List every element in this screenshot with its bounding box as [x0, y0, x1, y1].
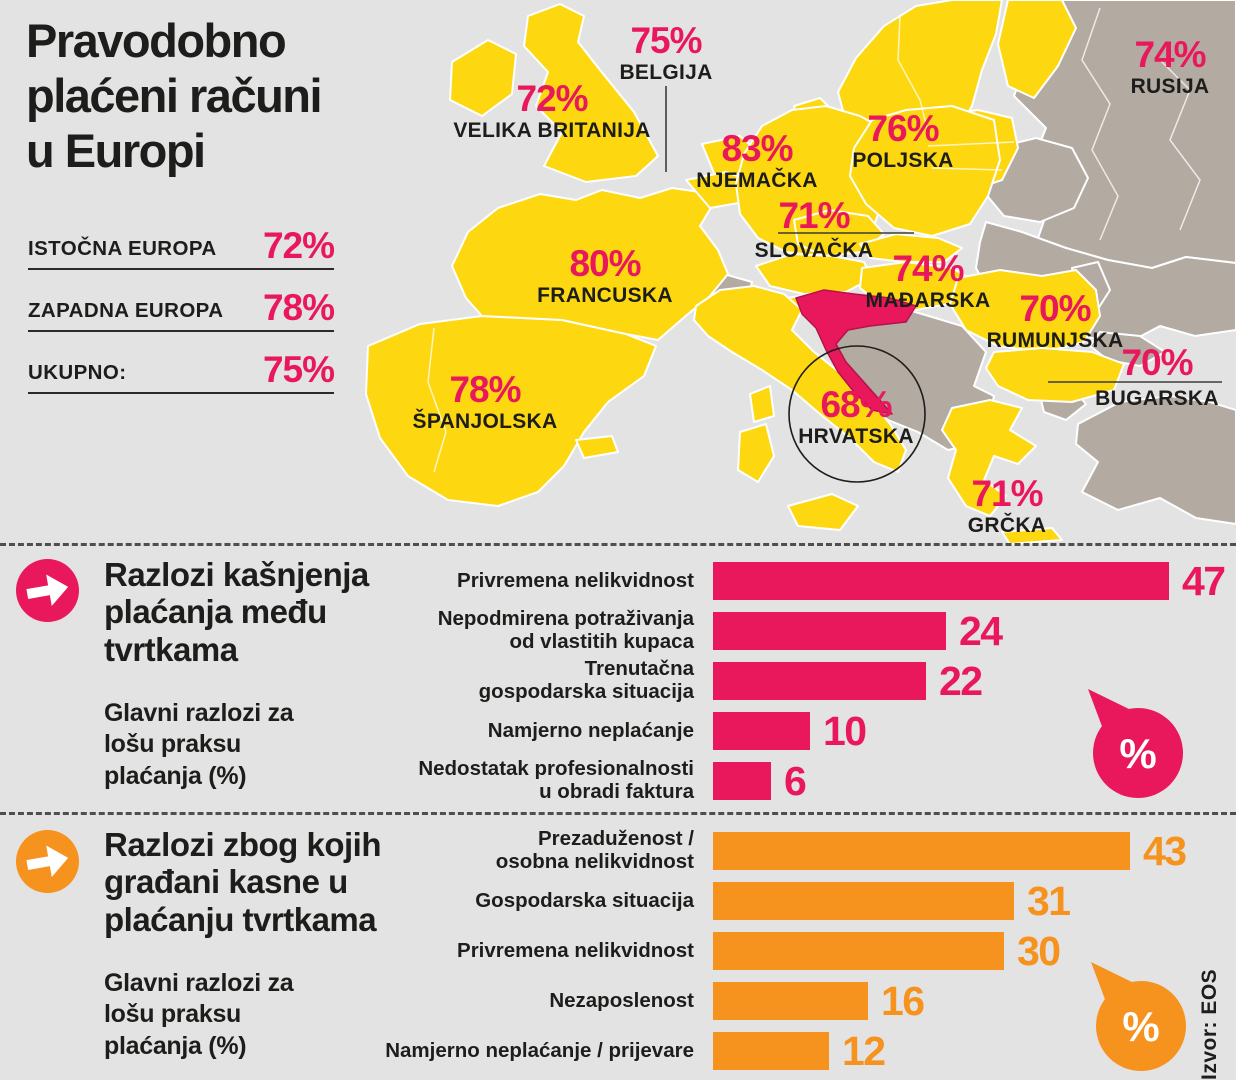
bar — [713, 662, 926, 700]
bar — [713, 882, 1014, 920]
bar — [713, 932, 1004, 970]
bar-row: Trenutačna gospodarska situacija 22 — [0, 656, 1236, 706]
percent-symbol: % — [1119, 730, 1156, 777]
bar — [713, 762, 771, 800]
croatia-highlight-circle — [788, 345, 926, 483]
summary-label: ZAPADNA EUROPA — [28, 299, 224, 322]
page-title: Pravodobno plaćeni računi u Europi — [26, 14, 323, 177]
map-country-france — [451, 187, 729, 341]
bar-value-label: 43 — [1143, 827, 1187, 874]
summary-value: 72% — [262, 224, 335, 266]
section-subtitle-companies: Glavni razlozi za lošu praksu plaćanja (… — [104, 699, 294, 790]
map-russia-region-line — [1081, 7, 1119, 241]
bar-category-label: Privremena nelikvidnost — [457, 568, 694, 592]
bar-row: Nepodmirena potraživanja od vlastitih ku… — [0, 606, 1236, 656]
map-russia-region-line — [1159, 59, 1201, 231]
bar-category-label: Nepodmirena potraživanja od vlastitih ku… — [437, 607, 694, 653]
bar-value-label: 24 — [959, 607, 1003, 654]
map-country-finland — [997, 0, 1077, 99]
bar-row: Privremena nelikvidnost 47 — [0, 556, 1236, 606]
bar — [713, 1032, 829, 1070]
map-country-mallorca — [575, 435, 619, 459]
map-scandinavia-border-line — [897, 15, 931, 141]
bar-value-label: 12 — [842, 1027, 886, 1074]
bar-row: Privremena nelikvidnost 30 — [0, 926, 1236, 976]
companies-bar-chart: Privremena nelikvidnost 47 Nepodmirena pot… — [0, 556, 1236, 806]
bar-value-label: 31 — [1027, 877, 1071, 924]
bar-category-label: Namjerno neplaćanje / prijevare — [385, 1038, 694, 1062]
summary-label: UKUPNO: — [28, 361, 127, 384]
map-country-romania — [949, 269, 1101, 353]
bar-value-label: 16 — [881, 977, 925, 1024]
source-credit: Izvor: EOS — [1198, 968, 1221, 1080]
bar — [713, 982, 868, 1020]
summary-row-ukupno: UKUPNO: 75% — [28, 332, 335, 394]
bar-row: Nezaposlenost 16 — [0, 976, 1236, 1026]
bar — [713, 712, 810, 750]
map-country-bulgaria — [985, 347, 1125, 403]
map-island-sardinia — [737, 423, 775, 483]
bar-category-label: Privremena nelikvidnost — [457, 938, 694, 962]
map-country-poland — [849, 105, 1001, 237]
map-country-austria — [755, 253, 873, 295]
section-title-companies: Razlozi kašnjenja plaćanja među tvrtkama — [104, 556, 369, 668]
bar-category-label: Prezaduženost / osobna nelikvidnost — [495, 827, 694, 873]
bar-row: Gospodarska situacija 31 — [0, 876, 1236, 926]
section-subtitle-citizens: Glavni razlozi za lošu praksu plaćanja (… — [104, 969, 294, 1060]
map-country-croatia-highlight — [795, 289, 917, 415]
map-country-slovakia — [859, 233, 963, 263]
summary-value: 78% — [262, 286, 335, 328]
map-country-ireland — [449, 39, 517, 117]
bar-category-label: Gospodarska situacija — [475, 888, 694, 912]
map-country-iberia — [365, 315, 657, 507]
bar-row: Nedostatak profesionalnosti u obradi fak… — [0, 756, 1236, 806]
dashed-separator — [0, 543, 1236, 546]
bar-category-label: Trenutačna gospodarska situacija — [478, 657, 694, 703]
bar — [713, 832, 1130, 870]
bar — [713, 562, 1169, 600]
percent-bubble-icon: % — [1088, 689, 1183, 798]
bar-row: Prezaduženost / osobna nelikvidnost 43 — [0, 826, 1236, 876]
bar-value-label: 10 — [823, 707, 867, 754]
summary-panel: ISTOČNA EUROPA 72% ZAPADNA EUROPA 78% UK… — [28, 208, 335, 394]
bar-category-label: Nezaposlenost — [549, 988, 694, 1012]
summary-row-istocna-europa: ISTOČNA EUROPA 72% — [28, 208, 335, 270]
bar-row: Namjerno neplaćanje / prijevare 12 — [0, 1026, 1236, 1076]
bar — [713, 612, 946, 650]
summary-row-zapadna-europa: ZAPADNA EUROPA 78% — [28, 270, 335, 332]
map-island-sicily — [787, 493, 859, 531]
bar-row: Namjerno neplaćanje 10 — [0, 706, 1236, 756]
bar-category-label: Nedostatak profesionalnosti u obradi fak… — [418, 757, 694, 803]
bar-value-label: 6 — [784, 757, 807, 804]
bar-value-label: 30 — [1017, 927, 1061, 974]
summary-value: 75% — [262, 348, 335, 390]
map-island-crete — [1001, 527, 1063, 545]
map-island-corsica — [749, 385, 775, 423]
map-country-turkey — [1075, 395, 1236, 525]
arrow-circle-icon — [16, 830, 79, 893]
summary-label: ISTOČNA EUROPA — [28, 237, 217, 260]
map-portugal-border-line — [427, 327, 447, 473]
arrow-circle-icon — [16, 559, 79, 622]
bar-value-label: 47 — [1182, 557, 1226, 604]
map-country-italy — [693, 285, 907, 473]
map-country-uk — [523, 3, 659, 183]
map-baltics-border-line — [927, 141, 1015, 147]
percent-bubble-icon: % — [1091, 962, 1186, 1071]
bar-category-label: Namjerno neplaćanje — [487, 718, 694, 742]
citizens-bar-chart: Prezaduženost / osobna nelikvidnost 43 Gos… — [0, 826, 1236, 1076]
percent-symbol: % — [1122, 1003, 1159, 1050]
bar-value-label: 22 — [939, 657, 983, 704]
map-country-greece — [941, 399, 1037, 517]
map-baltics-border-line — [931, 167, 1003, 171]
dashed-separator — [0, 812, 1236, 815]
europe-map — [365, 0, 1236, 545]
section-title-citizens: Razlozi zbog kojih građani kasne u plaća… — [104, 826, 382, 938]
